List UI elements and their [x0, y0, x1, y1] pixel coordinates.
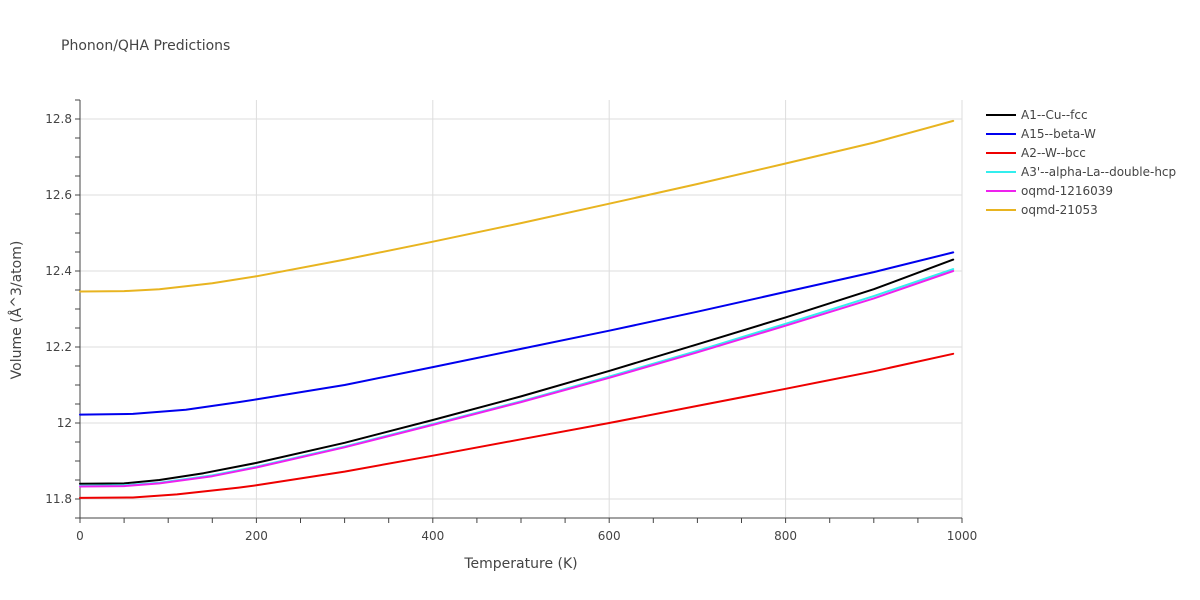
- y-tick-label: 12.8: [45, 112, 72, 126]
- grid-lines: [80, 100, 963, 518]
- x-tick-label: 600: [598, 529, 621, 543]
- legend-label: oqmd-21053: [1021, 203, 1098, 217]
- series-line: [79, 268, 955, 487]
- legend-label: oqmd-1216039: [1021, 184, 1113, 198]
- legend-item[interactable]: A15--beta-W: [986, 127, 1096, 141]
- x-tick-label: 800: [774, 529, 797, 543]
- legend-item[interactable]: oqmd-1216039: [986, 184, 1113, 198]
- series-line: [79, 270, 955, 488]
- series-line: [79, 258, 955, 485]
- legend-item[interactable]: A2--W--bcc: [986, 146, 1086, 160]
- axes: [75, 99, 963, 523]
- tick-labels: 0 200 400 600 800 1000 11.8 12 12.2 12.4 12.6 12.8: [45, 112, 977, 543]
- x-axis-title: Temperature (K): [463, 556, 577, 572]
- legend-item[interactable]: A1--Cu--fcc: [986, 108, 1088, 122]
- series-line: [79, 352, 955, 499]
- y-tick-label: 12: [57, 416, 72, 430]
- y-tick-label: 12.2: [45, 340, 72, 354]
- legend-item[interactable]: oqmd-21053: [986, 203, 1098, 217]
- series-line: [79, 251, 955, 416]
- x-tick-label: 1000: [947, 529, 978, 543]
- legend-label: A3'--alpha-La--double-hcp: [1021, 165, 1176, 179]
- chart-title: Phonon/QHA Predictions: [61, 38, 230, 54]
- x-tick-label: 200: [245, 529, 268, 543]
- y-tick-label: 12.6: [45, 188, 72, 202]
- y-tick-label: 12.4: [45, 264, 72, 278]
- y-tick-label: 11.8: [45, 492, 72, 506]
- legend-label: A1--Cu--fcc: [1021, 108, 1088, 122]
- x-tick-label: 400: [421, 529, 444, 543]
- legend-item[interactable]: A3'--alpha-La--double-hcp: [986, 165, 1176, 179]
- series-lines: [79, 119, 955, 499]
- y-axis-title: Volume (Å^3/atom): [8, 241, 25, 380]
- legend-label: A15--beta-W: [1021, 127, 1096, 141]
- x-tick-label: 0: [76, 529, 84, 543]
- legend-label: A2--W--bcc: [1021, 146, 1086, 160]
- series-line: [79, 119, 955, 293]
- legend[interactable]: A1--Cu--fcc A15--beta-W A2--W--bcc A3'--alp…: [986, 108, 1176, 217]
